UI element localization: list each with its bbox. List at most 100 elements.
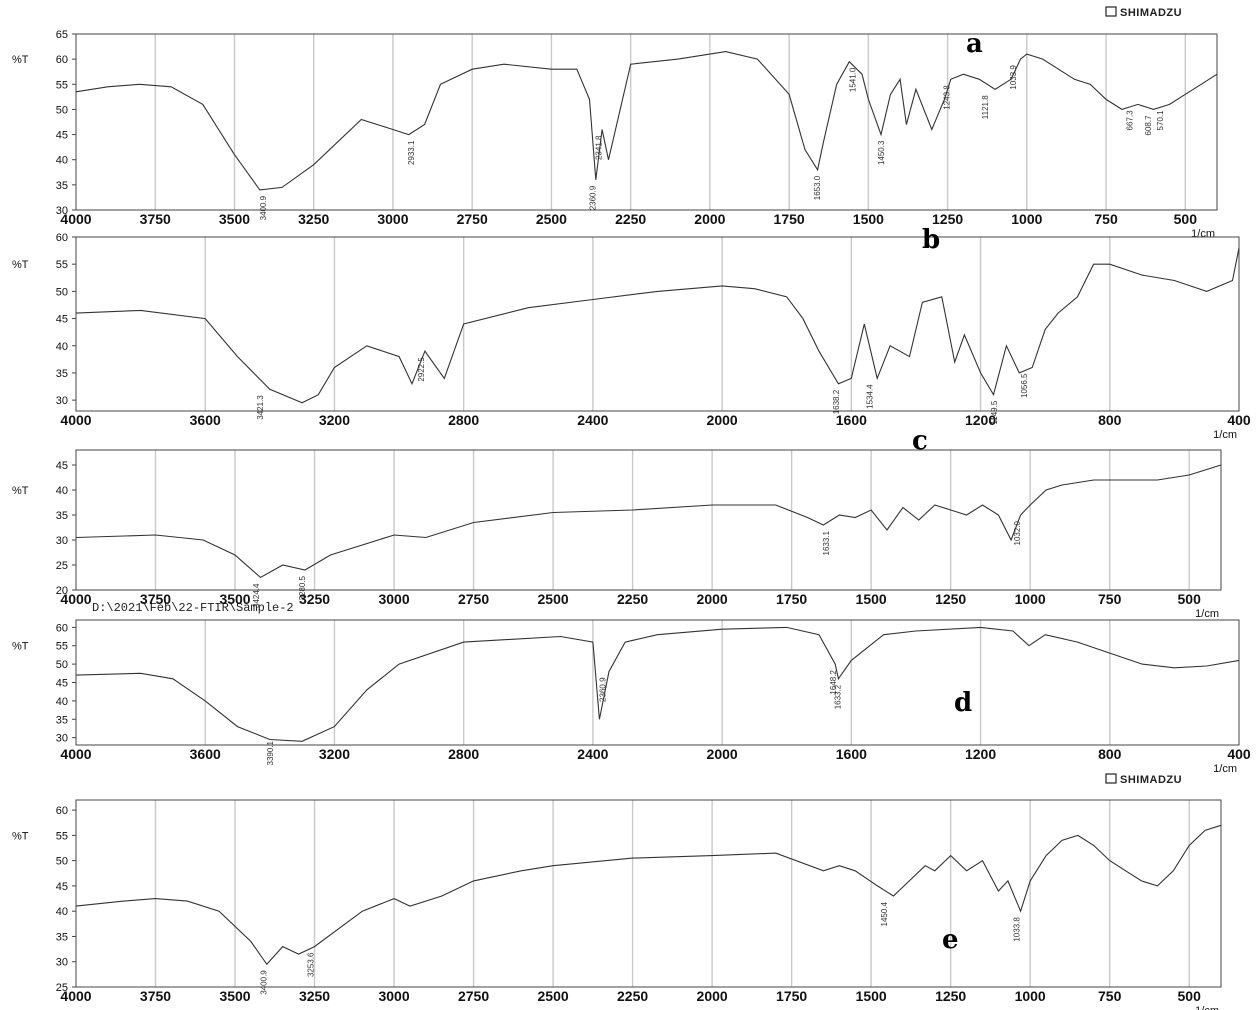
panel-c: 4000 3750 3500 3250 3000 2750 2500 2250 2000 1750… bbox=[12, 426, 1222, 620]
peak-annotation: 2360.9 bbox=[589, 185, 598, 210]
brand-bottom: SHIMADZU bbox=[1120, 774, 1182, 786]
x-tick-label: 1250 bbox=[932, 211, 963, 227]
spectrum-line bbox=[75, 464, 1222, 579]
x-tick-label: 4000 bbox=[60, 591, 91, 607]
y-axis-label: %T bbox=[12, 485, 29, 497]
y-tick-label: 55 bbox=[56, 641, 68, 653]
x-unit-label: 1/cm bbox=[1213, 763, 1237, 775]
y-tick-label: 40 bbox=[56, 155, 68, 167]
peak-annotation: 1149.5 bbox=[990, 400, 999, 424]
x-tick-label: 2250 bbox=[617, 591, 648, 607]
plot-frame bbox=[75, 799, 1222, 988]
x-tick-label: 2750 bbox=[457, 211, 488, 227]
x-tick-label: 750 bbox=[1098, 988, 1122, 1004]
peak-annotation: 2360.9 bbox=[599, 677, 608, 702]
x-tick-label: 3500 bbox=[219, 211, 250, 227]
x-tick-label: 1000 bbox=[1011, 211, 1042, 227]
y-axis-label: %T bbox=[12, 259, 29, 271]
y-tick-label: 35 bbox=[56, 714, 68, 726]
x-tick-label: 3000 bbox=[378, 591, 409, 607]
x-tick-label: 3750 bbox=[140, 988, 171, 1004]
y-tick-label: 55 bbox=[56, 259, 68, 271]
peak-annotation: 1033.8 bbox=[1012, 917, 1021, 942]
y-tick-label: 40 bbox=[56, 341, 68, 353]
x-tick-label: 3600 bbox=[190, 412, 221, 428]
y-tick-label: 50 bbox=[56, 659, 68, 671]
y-tick-label: 65 bbox=[56, 29, 68, 41]
x-tick-label: 2800 bbox=[448, 412, 479, 428]
peak-annotation: 1243.8 bbox=[943, 85, 952, 110]
x-unit-label: 1/cm bbox=[1195, 1005, 1219, 1010]
x-tick-label: 1600 bbox=[836, 746, 867, 762]
peak-annotation: 1121.8 bbox=[981, 95, 990, 119]
x-tick-label: 500 bbox=[1178, 591, 1202, 607]
x-tick-label: 1200 bbox=[965, 412, 996, 428]
y-axis-label: %T bbox=[12, 830, 29, 842]
y-tick-label: 45 bbox=[56, 678, 68, 690]
spectrum-line bbox=[75, 247, 1240, 404]
x-tick-label: 800 bbox=[1098, 746, 1122, 762]
y-tick-label: 40 bbox=[56, 696, 68, 708]
x-tick-label: 3750 bbox=[140, 591, 171, 607]
file-path-label: D:\2021\Feb\22-FTIR\Sample-2 bbox=[92, 601, 294, 615]
y-axis-label: %T bbox=[12, 54, 29, 66]
x-tick-label: 3000 bbox=[378, 988, 409, 1004]
panel-b: 4000 3600 3200 2800 2400 2000 1600 1200 800 400 30… bbox=[12, 225, 1251, 441]
y-tick-label: 35 bbox=[56, 368, 68, 380]
peak-annotation: 3280.5 bbox=[298, 575, 307, 600]
peak-annotation: 3421.3 bbox=[256, 395, 265, 420]
x-tick-label: 1750 bbox=[776, 591, 807, 607]
y-tick-label: 30 bbox=[56, 535, 68, 547]
x-tick-label: 1500 bbox=[853, 211, 884, 227]
x-tick-label: 750 bbox=[1094, 211, 1118, 227]
peak-annotation: 1648.2 bbox=[829, 670, 838, 695]
x-unit-label: 1/cm bbox=[1195, 608, 1219, 620]
panel-e: 4000 3750 3500 3250 3000 2750 2500 2250 2000 1750… bbox=[12, 799, 1222, 1010]
peak-annotation: 1633.2 bbox=[834, 684, 843, 709]
peak-annotation: 1033.9 bbox=[1009, 65, 1018, 90]
y-tick-label: 60 bbox=[56, 805, 68, 817]
shimadzu-logo-bottom: SHIMADZU bbox=[1105, 773, 1182, 786]
x-tick-label: 4000 bbox=[60, 988, 91, 1004]
x-tick-label: 3250 bbox=[299, 988, 330, 1004]
peak-annotation: 3253.6 bbox=[306, 952, 315, 977]
peak-annotation: 1056.5 bbox=[1020, 373, 1029, 398]
y-tick-label: 30 bbox=[56, 395, 68, 407]
x-tick-label: 2750 bbox=[458, 591, 489, 607]
y-tick-label: 35 bbox=[56, 931, 68, 943]
x-tick-label: 2750 bbox=[458, 988, 489, 1004]
y-tick-label: 35 bbox=[56, 510, 68, 522]
panel-d: 4000 3600 3200 2800 2400 2000 1600 1200 800 400 30… bbox=[12, 619, 1251, 775]
x-tick-label: 1750 bbox=[776, 988, 807, 1004]
y-tick-label: 50 bbox=[56, 104, 68, 116]
x-tick-label: 1500 bbox=[856, 591, 887, 607]
x-tick-label: 1000 bbox=[1015, 988, 1046, 1004]
x-tick-label: 750 bbox=[1098, 591, 1122, 607]
x-tick-label: 3750 bbox=[140, 211, 171, 227]
peak-annotation: 1032.0 bbox=[1013, 520, 1022, 545]
panel-a: 4000 3750 3500 3250 3000 2750 2500 2250 2000 1750… bbox=[12, 29, 1218, 240]
x-tick-label: 1500 bbox=[856, 988, 887, 1004]
x-tick-label: 2250 bbox=[615, 211, 646, 227]
panel-label: b bbox=[922, 225, 940, 255]
plot-frame bbox=[75, 236, 1240, 412]
x-tick-label: 4000 bbox=[60, 211, 91, 227]
y-tick-label: 50 bbox=[56, 286, 68, 298]
x-tick-label: 400 bbox=[1227, 746, 1251, 762]
peak-annotation: 1638.2 bbox=[832, 389, 841, 414]
peak-annotation: 3400.9 bbox=[259, 195, 268, 220]
x-tick-label: 400 bbox=[1227, 412, 1251, 428]
y-tick-label: 60 bbox=[56, 232, 68, 244]
x-tick-label: 2400 bbox=[577, 412, 608, 428]
y-tick-label: 35 bbox=[56, 180, 68, 192]
x-tick-label: 2800 bbox=[448, 746, 479, 762]
x-tick-label: 2000 bbox=[707, 412, 738, 428]
x-tick-label: 500 bbox=[1174, 211, 1198, 227]
x-unit-label: 1/cm bbox=[1191, 228, 1215, 240]
x-tick-label: 1600 bbox=[836, 412, 867, 428]
y-tick-label: 50 bbox=[56, 856, 68, 868]
x-tick-label: 3000 bbox=[377, 211, 408, 227]
peak-annotation: 3400.9 bbox=[260, 970, 269, 995]
peak-annotation: 3424.4 bbox=[252, 583, 261, 608]
peak-annotation: 1541.0 bbox=[848, 67, 857, 92]
